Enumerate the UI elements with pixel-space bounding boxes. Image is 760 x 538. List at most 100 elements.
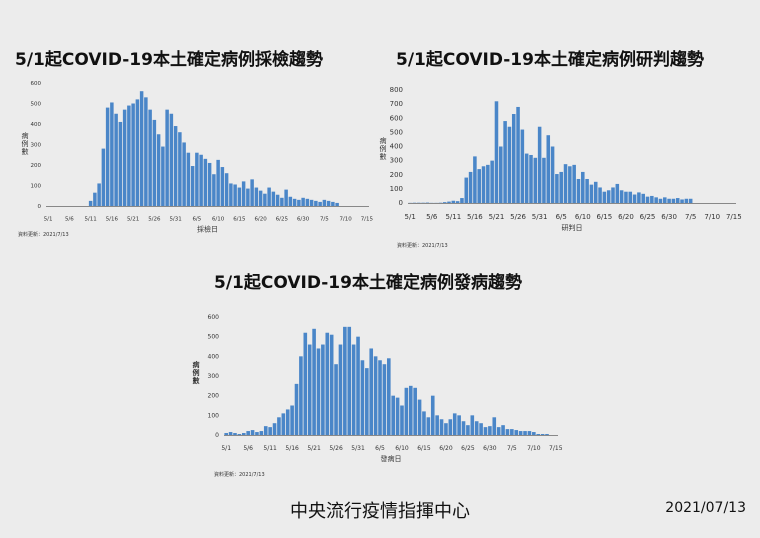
onset-bar (294, 383, 299, 435)
sampling-bar (216, 159, 220, 206)
onset-bar (501, 425, 505, 435)
onset-bar (360, 360, 365, 435)
sampling-bar (178, 132, 182, 206)
confirmed-bar (619, 190, 624, 203)
sampling-bar (305, 198, 310, 206)
sampling-bar (212, 174, 216, 206)
confirmed-bar (533, 157, 538, 203)
confirmed-ytick-label: 0 (399, 199, 403, 207)
confirmed-bar (451, 200, 456, 203)
sampling-bar (122, 109, 127, 206)
onset-bar (470, 415, 475, 435)
onset-x-axis-label: 發病日 (381, 454, 402, 463)
onset-bar (316, 348, 321, 435)
chart-title-confirmed: 5/1起COVID-19本土確定病例研判趨勢 (396, 50, 704, 70)
onset-bar (408, 385, 413, 435)
onset-bar (545, 434, 549, 435)
sampling-xtick-label: 5/21 (127, 217, 139, 223)
confirmed-bar (486, 164, 490, 203)
sampling-ytick-label: 200 (31, 163, 42, 169)
confirmed-bar (550, 146, 555, 203)
confirmed-xtick-label: 5/21 (489, 213, 505, 221)
sampling-bar (292, 198, 297, 206)
onset-bar (474, 421, 479, 435)
onset-bar (255, 432, 259, 435)
sampling-xtick-label: 5/1 (44, 217, 53, 223)
onset-xtick-label: 5/31 (351, 445, 365, 452)
sampling-bar (318, 201, 322, 206)
onset-ytick-label: 500 (208, 334, 220, 341)
sampling-bar (161, 146, 165, 206)
onset-bar (351, 344, 356, 435)
confirmed-bar (494, 101, 499, 203)
sampling-source-note: 資料更新：2021/7/13 (18, 231, 69, 238)
onset-bar (241, 433, 246, 435)
footer-organization: 中央流行疫情指揮中心 (290, 501, 470, 522)
confirmed-bar (615, 183, 620, 203)
confirmed-ytick-label: 100 (390, 185, 403, 193)
confirmed-bar (468, 171, 473, 203)
sampling-bar (331, 201, 335, 206)
confirmed-bar (460, 198, 464, 203)
confirmed-bar (637, 192, 641, 203)
sampling-bar (233, 184, 237, 206)
onset-bar (496, 427, 501, 435)
bar-chart-sampling: 0 100 200 300 400 500 600 5/1 5/6 5/11 5/16 5/21 5/2… (18, 81, 374, 238)
onset-bar (228, 432, 233, 435)
confirmed-bar (593, 181, 598, 203)
confirmed-xtick-label: 7/5 (685, 213, 696, 221)
sampling-bar (165, 109, 169, 206)
confirmed-xtick-label: 5/16 (467, 213, 483, 221)
onset-bar (303, 332, 308, 435)
onset-bar (540, 434, 545, 435)
sampling-xtick-label: 5/16 (106, 217, 119, 223)
onset-bar (263, 426, 268, 435)
sampling-bar (250, 179, 254, 206)
onset-xtick-label: 5/16 (285, 445, 299, 452)
onset-bar (527, 431, 532, 435)
confirmed-ytick-label: 300 (390, 157, 403, 165)
confirmed-bar (529, 154, 533, 203)
onset-bar (356, 336, 360, 435)
sampling-bar (241, 181, 246, 206)
confirmed-xtick-label: 5/11 (445, 213, 461, 221)
onset-bar (365, 368, 369, 435)
confirmed-bar (442, 202, 447, 203)
onset-bar (259, 431, 264, 435)
sampling-ytick-label: 300 (31, 143, 42, 149)
onset-bar (483, 427, 488, 435)
confirmed-bar (576, 178, 581, 203)
onset-bar (369, 348, 374, 435)
sampling-bar (284, 189, 288, 206)
confirmed-xtick-label: 5/6 (426, 213, 438, 221)
onset-bar (466, 425, 470, 435)
onset-bar (404, 387, 409, 435)
onset-xtick-label: 6/10 (395, 445, 409, 452)
confirmed-bar (624, 191, 628, 203)
onset-xtick-label: 7/15 (549, 445, 563, 452)
onset-bar (448, 419, 453, 435)
confirmed-bar (537, 126, 542, 203)
onset-bar (457, 415, 461, 435)
onset-xtick-label: 5/26 (329, 445, 343, 452)
sampling-bar (114, 113, 118, 206)
onset-bar (536, 434, 541, 435)
sampling-bar (148, 109, 152, 206)
confirmed-xtick-label: 6/25 (640, 213, 656, 221)
sampling-bar (169, 113, 174, 206)
sampling-xtick-label: 5/31 (169, 217, 181, 223)
sampling-bar (186, 152, 191, 206)
confirmed-bar (572, 164, 576, 203)
confirmed-y-axis-label: 病例數 (380, 136, 387, 161)
sampling-bar (152, 119, 157, 206)
confirmed-xtick-label: 5/31 (532, 213, 548, 221)
sampling-bar (203, 158, 208, 206)
onset-bar (387, 358, 391, 435)
onset-xtick-label: 5/11 (263, 445, 277, 452)
confirmed-bar (688, 198, 693, 203)
confirmed-bar (602, 191, 607, 203)
onset-bar (422, 411, 426, 435)
confirmed-bar (542, 157, 546, 203)
sampling-bar (173, 126, 178, 206)
onset-xtick-label: 6/30 (483, 445, 497, 452)
